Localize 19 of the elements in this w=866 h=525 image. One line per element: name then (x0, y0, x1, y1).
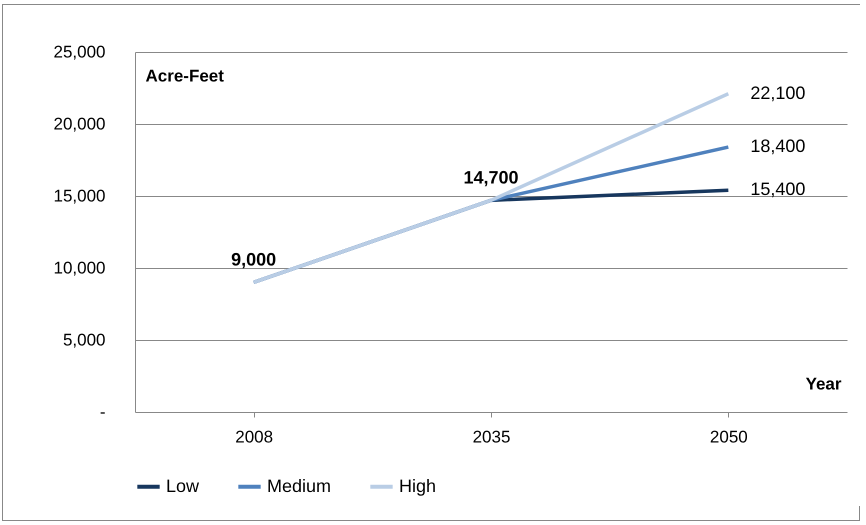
y-tick-label: - (100, 402, 106, 422)
y-tick-label: 25,000 (54, 42, 106, 62)
x-tick-label: 2035 (472, 428, 510, 446)
legend-label: High (399, 476, 436, 496)
x-tick-label: 2050 (710, 428, 748, 446)
data-label: 18,400 (750, 136, 806, 156)
y-tick-label: 10,000 (54, 258, 106, 278)
data-label: 14,700 (463, 167, 519, 188)
y-tick-label: 5,000 (62, 330, 106, 350)
x-axis-title: Year (806, 374, 842, 394)
y-tick-label: 20,000 (54, 114, 106, 134)
y-axis-title: Acre-Feet (146, 66, 224, 86)
data-label: 15,400 (750, 179, 806, 200)
x-tick-label: 2008 (235, 428, 274, 446)
data-label: 22,100 (750, 82, 806, 103)
legend-label: Medium (267, 476, 332, 496)
legend-label: Low (166, 476, 200, 496)
y-tick-label: 15,000 (54, 186, 106, 206)
data-label: 9,000 (231, 249, 276, 270)
